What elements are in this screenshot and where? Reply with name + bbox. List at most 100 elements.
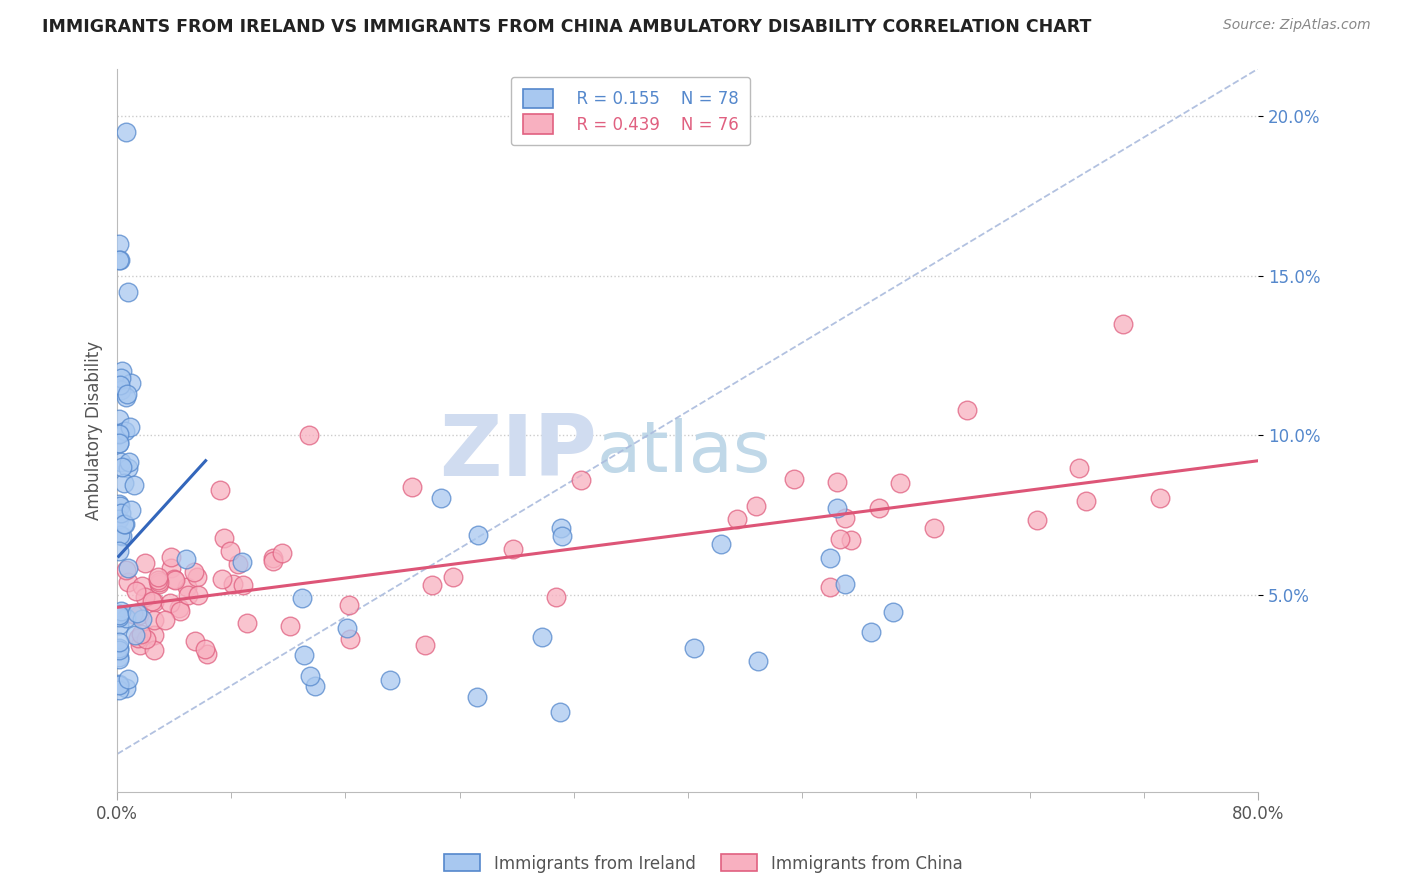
- Point: [710, 537, 733, 551]
- Point: [441, 570, 464, 584]
- Point: [108, 252, 131, 267]
- Point: [827, 500, 849, 515]
- Point: [128, 607, 150, 622]
- Point: [271, 546, 294, 560]
- Point: [834, 577, 856, 591]
- Point: [135, 632, 157, 647]
- Point: [825, 475, 848, 490]
- Point: [304, 679, 326, 693]
- Point: [1112, 317, 1135, 331]
- Point: [134, 590, 156, 604]
- Point: [108, 378, 131, 392]
- Point: [299, 669, 322, 683]
- Point: [107, 412, 129, 426]
- Point: [108, 252, 131, 267]
- Point: [110, 383, 132, 397]
- Point: [1074, 494, 1097, 508]
- Point: [108, 435, 131, 450]
- Point: [117, 561, 139, 575]
- Point: [107, 425, 129, 440]
- Point: [336, 621, 359, 635]
- Text: ZIP: ZIP: [439, 410, 596, 493]
- Point: [922, 521, 945, 535]
- Point: [834, 511, 856, 525]
- Point: [167, 601, 190, 615]
- Point: [839, 533, 862, 548]
- Point: [131, 612, 153, 626]
- Point: [107, 607, 129, 622]
- Text: IMMIGRANTS FROM IRELAND VS IMMIGRANTS FROM CHINA AMBULATORY DISABILITY CORRELATI: IMMIGRANTS FROM IRELAND VS IMMIGRANTS FR…: [42, 18, 1091, 36]
- Point: [682, 640, 704, 655]
- Point: [114, 424, 136, 438]
- Point: [108, 677, 131, 691]
- Point: [107, 649, 129, 664]
- Point: [219, 544, 242, 558]
- Point: [231, 556, 253, 570]
- Point: [125, 584, 148, 599]
- Point: [146, 574, 169, 588]
- Point: [107, 682, 129, 697]
- Point: [117, 455, 139, 469]
- Point: [262, 551, 284, 566]
- Point: [107, 497, 129, 511]
- Text: Source: ZipAtlas.com: Source: ZipAtlas.com: [1223, 18, 1371, 32]
- Point: [467, 528, 489, 542]
- Point: [107, 642, 129, 657]
- Point: [131, 579, 153, 593]
- Point: [148, 570, 170, 584]
- Point: [783, 472, 806, 486]
- Point: [110, 604, 132, 618]
- Point: [134, 557, 156, 571]
- Point: [818, 580, 841, 594]
- Point: [143, 643, 166, 657]
- Point: [209, 483, 232, 497]
- Point: [122, 478, 145, 492]
- Point: [380, 673, 402, 688]
- Point: [117, 461, 139, 475]
- Point: [186, 570, 208, 584]
- Point: [882, 605, 904, 619]
- Point: [115, 611, 138, 625]
- Point: [110, 370, 132, 384]
- Point: [1069, 461, 1091, 475]
- Point: [107, 607, 129, 621]
- Point: [107, 610, 129, 624]
- Point: [107, 652, 129, 666]
- Point: [187, 588, 209, 602]
- Point: [115, 390, 138, 404]
- Point: [956, 402, 979, 417]
- Legend: Immigrants from Ireland, Immigrants from China: Immigrants from Ireland, Immigrants from…: [437, 847, 969, 880]
- Point: [228, 558, 250, 572]
- Point: [262, 554, 284, 568]
- Point: [297, 428, 319, 442]
- Point: [420, 578, 443, 592]
- Point: [107, 427, 129, 442]
- Point: [163, 572, 186, 586]
- Point: [159, 596, 181, 610]
- Point: [502, 542, 524, 557]
- Point: [125, 606, 148, 620]
- Point: [531, 630, 554, 644]
- Point: [211, 572, 233, 586]
- Point: [108, 499, 131, 513]
- Point: [127, 632, 149, 646]
- Point: [117, 574, 139, 589]
- Point: [430, 491, 453, 505]
- Point: [176, 580, 198, 594]
- Point: [232, 578, 254, 592]
- Point: [107, 436, 129, 450]
- Point: [415, 638, 437, 652]
- Point: [110, 455, 132, 469]
- Point: [143, 595, 166, 609]
- Point: [169, 604, 191, 618]
- Point: [114, 563, 136, 577]
- Point: [160, 560, 183, 574]
- Point: [107, 641, 129, 656]
- Point: [129, 639, 152, 653]
- Point: [859, 624, 882, 639]
- Point: [160, 549, 183, 564]
- Point: [177, 588, 200, 602]
- Point: [1025, 512, 1047, 526]
- Point: [120, 376, 142, 390]
- Point: [118, 420, 141, 434]
